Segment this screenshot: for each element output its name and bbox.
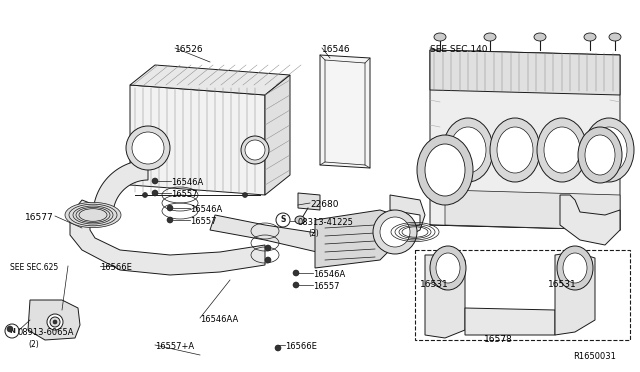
Ellipse shape [443, 118, 493, 182]
Ellipse shape [434, 33, 446, 41]
Text: 16557: 16557 [171, 190, 198, 199]
Ellipse shape [126, 126, 170, 170]
Text: 16566E: 16566E [285, 342, 317, 351]
Ellipse shape [578, 127, 622, 183]
Polygon shape [210, 195, 425, 255]
Ellipse shape [132, 132, 164, 164]
Ellipse shape [450, 127, 486, 173]
Ellipse shape [65, 202, 121, 228]
Ellipse shape [609, 33, 621, 41]
Circle shape [143, 192, 147, 198]
Polygon shape [298, 193, 320, 210]
Polygon shape [93, 160, 148, 215]
Ellipse shape [534, 33, 546, 41]
Circle shape [293, 282, 299, 288]
Ellipse shape [484, 33, 496, 41]
Text: 16546: 16546 [322, 45, 351, 54]
Ellipse shape [563, 253, 587, 283]
Ellipse shape [585, 135, 615, 175]
Text: (2): (2) [308, 229, 319, 238]
Ellipse shape [425, 144, 465, 196]
Text: R1650031: R1650031 [573, 352, 616, 361]
Circle shape [50, 317, 60, 327]
Text: 16546A: 16546A [190, 205, 222, 214]
Circle shape [152, 178, 158, 184]
Text: 22680: 22680 [310, 200, 339, 209]
Polygon shape [465, 308, 555, 335]
Text: SEE SEC.140: SEE SEC.140 [430, 45, 488, 54]
Polygon shape [315, 210, 395, 268]
Ellipse shape [497, 127, 533, 173]
Circle shape [265, 257, 271, 263]
Text: 16566E: 16566E [100, 263, 132, 272]
Polygon shape [130, 65, 290, 95]
Polygon shape [265, 75, 290, 195]
Circle shape [152, 190, 158, 196]
Text: 16546A: 16546A [171, 178, 204, 187]
Circle shape [243, 192, 248, 198]
Circle shape [167, 205, 173, 211]
Polygon shape [430, 50, 620, 230]
Text: S: S [280, 215, 285, 224]
Circle shape [7, 326, 13, 332]
Text: N: N [9, 328, 15, 334]
Ellipse shape [373, 210, 417, 254]
Ellipse shape [245, 140, 265, 160]
Ellipse shape [380, 217, 410, 247]
Polygon shape [28, 300, 80, 340]
Text: 16557+A: 16557+A [155, 342, 194, 351]
Ellipse shape [295, 216, 305, 224]
Circle shape [293, 270, 299, 276]
Ellipse shape [490, 118, 540, 182]
Ellipse shape [436, 253, 460, 283]
Text: 16526: 16526 [175, 45, 204, 54]
Ellipse shape [584, 33, 596, 41]
Ellipse shape [591, 127, 627, 173]
Circle shape [167, 217, 173, 223]
Text: SEE SEC.625: SEE SEC.625 [10, 263, 58, 272]
Text: 08913-6065A: 08913-6065A [18, 328, 74, 337]
Ellipse shape [417, 135, 473, 205]
Polygon shape [445, 190, 620, 230]
Polygon shape [425, 255, 465, 338]
Text: 16531: 16531 [420, 280, 449, 289]
Ellipse shape [557, 246, 593, 290]
Ellipse shape [241, 136, 269, 164]
Text: 16557: 16557 [313, 282, 339, 291]
Circle shape [275, 345, 281, 351]
Text: 08313-41225: 08313-41225 [297, 218, 353, 227]
Polygon shape [130, 85, 265, 195]
Circle shape [265, 245, 271, 251]
Text: 16531: 16531 [548, 280, 577, 289]
Ellipse shape [430, 246, 466, 290]
Text: 16557: 16557 [190, 217, 216, 226]
Polygon shape [320, 55, 370, 168]
Bar [415, 250, 630, 340]
Ellipse shape [544, 127, 580, 173]
Text: 16546AA: 16546AA [200, 315, 238, 324]
Polygon shape [430, 50, 620, 95]
Ellipse shape [584, 118, 634, 182]
Circle shape [5, 324, 19, 338]
Circle shape [47, 314, 63, 330]
Polygon shape [70, 200, 265, 275]
Circle shape [276, 213, 290, 227]
Polygon shape [560, 195, 620, 245]
Text: 16546A: 16546A [313, 270, 345, 279]
Text: (2): (2) [28, 340, 39, 349]
Text: 16577: 16577 [25, 213, 54, 222]
Circle shape [53, 320, 57, 324]
Polygon shape [555, 252, 595, 335]
Text: 16578: 16578 [484, 335, 513, 344]
Ellipse shape [537, 118, 587, 182]
